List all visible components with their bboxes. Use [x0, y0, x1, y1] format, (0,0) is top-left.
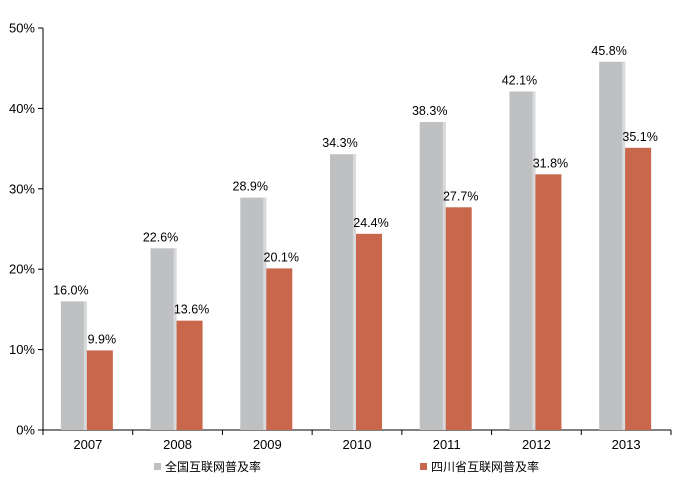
- data-label-national: 28.9%: [233, 180, 268, 194]
- legend-item-national: 全国互联网普及率: [154, 459, 261, 474]
- bar-sichuan: [445, 207, 472, 430]
- bar-sichuan: [176, 320, 203, 430]
- x-axis: 2007 2008 2009 2010 2011 2012 2013: [42, 429, 672, 452]
- data-label-sichuan: 31.8%: [533, 156, 568, 170]
- bar-national-highlight: [83, 301, 87, 430]
- y-tick-label: 20%: [9, 262, 35, 277]
- bar-national: [509, 91, 536, 431]
- bars: [60, 61, 652, 431]
- data-label-national: 34.3%: [322, 136, 357, 150]
- bar-national-highlight: [622, 61, 626, 430]
- y-tick-label: 50%: [9, 21, 35, 36]
- x-tick-label: 2007: [73, 437, 102, 452]
- y-tick-label: 0%: [16, 423, 35, 438]
- x-tick-label: 2009: [253, 437, 282, 452]
- x-tick-label: 2008: [163, 437, 192, 452]
- bar-national: [150, 248, 177, 430]
- data-labels: 16.0% 9.9% 22.6% 13.6% 28.9% 20.1% 34.3% 24.4% 3…: [53, 44, 658, 347]
- x-tick-label: 2012: [522, 437, 551, 452]
- legend-item-sichuan: 四川省互联网普及率: [420, 459, 539, 474]
- legend: 全国互联网普及率 四川省互联网普及率: [154, 459, 539, 474]
- bar-national-highlight: [353, 154, 356, 430]
- x-tick-label: 2013: [612, 437, 641, 452]
- x-tick-label: 2011: [433, 437, 461, 452]
- bar-national-highlight: [532, 91, 536, 431]
- bar-national: [330, 154, 356, 430]
- data-label-national: 16.0%: [53, 283, 88, 297]
- data-label-sichuan: 24.4%: [353, 216, 388, 230]
- data-label-national: 22.6%: [143, 230, 178, 244]
- bar-national-highlight: [263, 197, 267, 430]
- bar-national-highlight: [442, 122, 446, 431]
- legend-swatch: [154, 463, 161, 470]
- data-label-sichuan: 13.6%: [174, 303, 209, 317]
- y-tick-label: 40%: [9, 101, 35, 116]
- bar-sichuan: [266, 268, 293, 430]
- data-label-national: 38.3%: [412, 104, 447, 118]
- data-label-sichuan: 35.1%: [622, 130, 657, 144]
- data-label-sichuan: 9.9%: [88, 332, 117, 346]
- data-label-national: 45.8%: [591, 44, 626, 58]
- bar-national: [240, 197, 267, 430]
- bar-sichuan: [356, 233, 382, 430]
- bar-national: [419, 122, 446, 431]
- bar-national: [60, 301, 87, 430]
- legend-label: 四川省互联网普及率: [431, 459, 539, 474]
- y-axis: 0% 10% 20% 30% 40% 50%: [9, 21, 44, 438]
- legend-label: 全国互联网普及率: [165, 459, 261, 474]
- legend-swatch: [420, 463, 427, 470]
- bar-sichuan: [625, 147, 652, 430]
- data-label-sichuan: 27.7%: [443, 189, 478, 203]
- bar-sichuan: [535, 174, 562, 430]
- x-tick-label: 2010: [343, 437, 372, 452]
- y-tick-label: 10%: [9, 342, 35, 357]
- bar-national: [599, 61, 626, 430]
- bar-sichuan: [86, 350, 113, 430]
- data-label-sichuan: 20.1%: [264, 250, 299, 264]
- data-label-national: 42.1%: [502, 74, 537, 88]
- bar-national-highlight: [173, 248, 177, 430]
- y-tick-label: 30%: [9, 181, 35, 196]
